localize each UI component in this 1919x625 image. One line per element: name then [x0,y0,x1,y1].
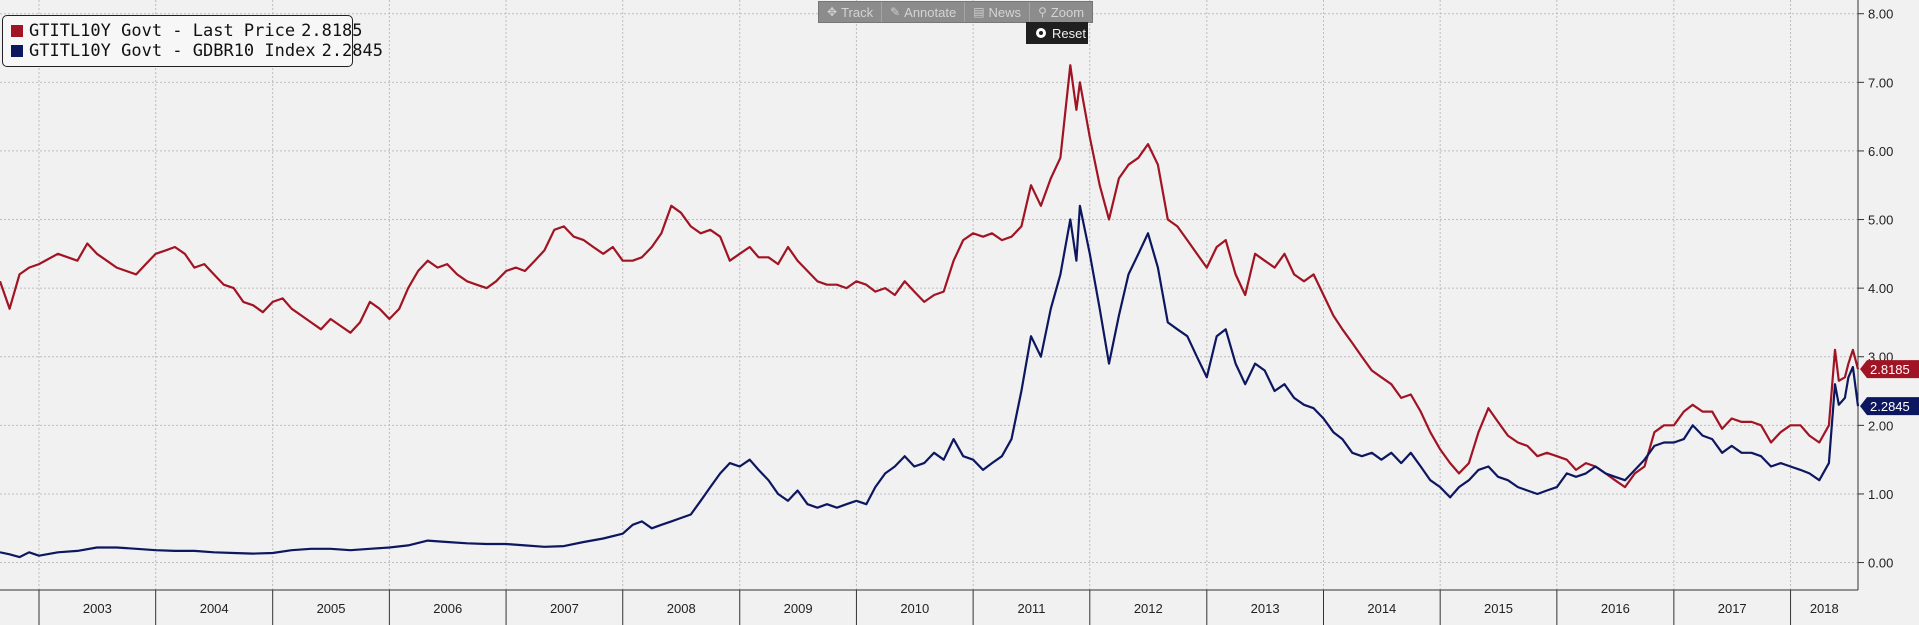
x-tick-label: 2007 [550,601,579,616]
legend-swatch-germany [11,45,23,57]
x-tick-label: 2009 [784,601,813,616]
x-tick-label: 2011 [1017,601,1045,616]
legend-item-germany[interactable]: GTITL10Y Govt - GDBR10 Index 2.2845 [11,41,383,61]
reset-label: Reset [1052,25,1086,41]
annotate-label: Annotate [904,4,957,20]
news-button[interactable]: ▤ News [965,2,1031,22]
x-tick-label: 2016 [1601,601,1630,616]
pencil-icon: ✎ [890,5,901,19]
x-tick-label: 2003 [83,601,112,616]
series-lines [0,64,1860,559]
track-button[interactable]: ✥ Track [819,2,883,22]
y-tick-label: 6.00 [1868,144,1893,159]
chart-legend: GTITL10Y Govt - Last Price 2.8185 GTITL1… [2,15,383,67]
value-label-text: 2.8185 [1870,362,1910,377]
value-labels: 2.8185 2.2845 [1860,360,1919,416]
legend-swatch-italy [11,25,23,37]
y-tick-label: 2.00 [1868,418,1893,433]
value-label-tag [1860,397,1919,416]
legend-label-germany: GTITL10Y Govt - GDBR10 Index [29,41,316,61]
x-tick-label: 2014 [1367,601,1396,616]
value-label-text: 2.2845 [1870,399,1910,414]
legend-item-italy[interactable]: GTITL10Y Govt - Last Price 2.8185 [11,21,363,41]
y-tick-label: 8.00 [1868,7,1893,22]
legend-label-italy: GTITL10Y Govt - Last Price [29,21,296,41]
x-tick-label: 2012 [1134,601,1163,616]
x-tick-label: 2010 [900,601,929,616]
y-tick-label: 7.00 [1868,75,1893,90]
legend-value-italy: 2.8185 [301,21,363,41]
x-tick-label: 2015 [1484,601,1513,616]
y-tick-label: 5.00 [1868,213,1893,228]
zoom-label: Zoom [1050,4,1085,20]
annotate-button[interactable]: ✎ Annotate [882,2,966,22]
last-value-label-germany: 2.2845 [1860,397,1919,416]
grid [0,0,1858,590]
y-tick-label: 4.00 [1868,281,1893,296]
legend-value-germany: 2.2845 [321,41,383,61]
series-line-italy[interactable] [0,64,1860,489]
last-value-label-italy: 2.8185 [1860,360,1919,379]
reset-button[interactable]: Reset [1026,22,1088,44]
x-tick-label: 2013 [1251,601,1280,616]
chart-toolbar: ✥ Track ✎ Annotate ▤ News ⚲ Zoom [818,1,1094,23]
value-label-tag [1860,360,1919,379]
track-label: Track [841,4,874,20]
series-line-germany[interactable] [0,204,1860,559]
magnifier-icon: ⚲ [1038,5,1047,19]
x-tick-label: 2005 [317,601,346,616]
x-tick-label: 2004 [200,601,229,616]
x-tick-label: 2006 [433,601,462,616]
reset-icon [1036,28,1046,38]
y-tick-label: 0.00 [1868,556,1893,571]
x-tick-label: 2017 [1718,601,1747,616]
newspaper-icon: ▤ [973,5,985,19]
crosshair-icon: ✥ [827,5,838,19]
y-tick-label: 1.00 [1868,487,1893,502]
zoom-button[interactable]: ⚲ Zoom [1030,2,1092,22]
x-tick-label: 2018 [1810,601,1839,616]
news-label: News [988,4,1022,20]
x-tick-label: 2008 [667,601,696,616]
